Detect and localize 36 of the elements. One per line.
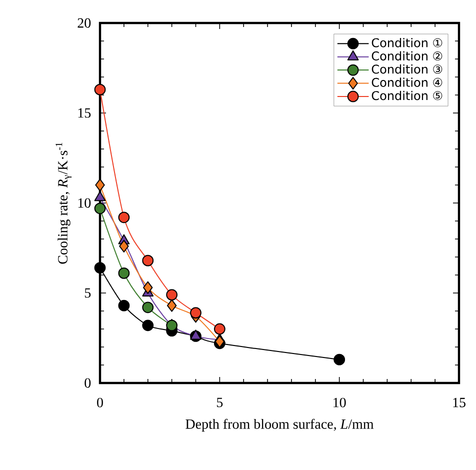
point <box>166 289 178 300</box>
point <box>190 307 202 318</box>
y-tick-label: 10 <box>78 198 91 208</box>
point <box>166 299 177 312</box>
x-tick-label: 5 <box>216 398 223 408</box>
legend-label: Condition ② <box>372 51 442 60</box>
point <box>94 84 106 96</box>
point <box>142 302 154 314</box>
point <box>118 212 130 224</box>
y-axis-title: Cooling rate, R$_{γ}$/K·s$^{-1}$ <box>56 142 72 264</box>
x-tick-label: 10 <box>334 398 346 408</box>
y-tick-label: 5 <box>84 288 91 298</box>
point <box>94 202 106 214</box>
point <box>118 300 130 312</box>
point <box>166 320 178 332</box>
point <box>95 178 105 192</box>
point <box>142 254 154 266</box>
point <box>94 262 106 274</box>
x-tick-label: 0 <box>97 398 103 408</box>
legend-label: Condition ① <box>372 38 442 48</box>
y-tick-label: 20 <box>78 18 91 28</box>
point <box>334 354 346 366</box>
point <box>143 281 153 294</box>
x-axis-title: Depth from bloom surface, L/mm <box>186 418 374 432</box>
point <box>214 335 225 348</box>
x-tick-label: 15 <box>453 398 466 408</box>
point <box>94 191 106 202</box>
legend-label: Condition ④ <box>372 78 442 87</box>
point <box>118 267 130 279</box>
y-tick-label: 15 <box>78 108 91 118</box>
legend-label: Condition ⑤ <box>372 90 442 100</box>
point <box>142 320 154 332</box>
legend-label: Condition ③ <box>372 64 442 74</box>
point <box>119 240 129 252</box>
y-tick-label: 0 <box>84 378 91 388</box>
point <box>214 323 226 335</box>
